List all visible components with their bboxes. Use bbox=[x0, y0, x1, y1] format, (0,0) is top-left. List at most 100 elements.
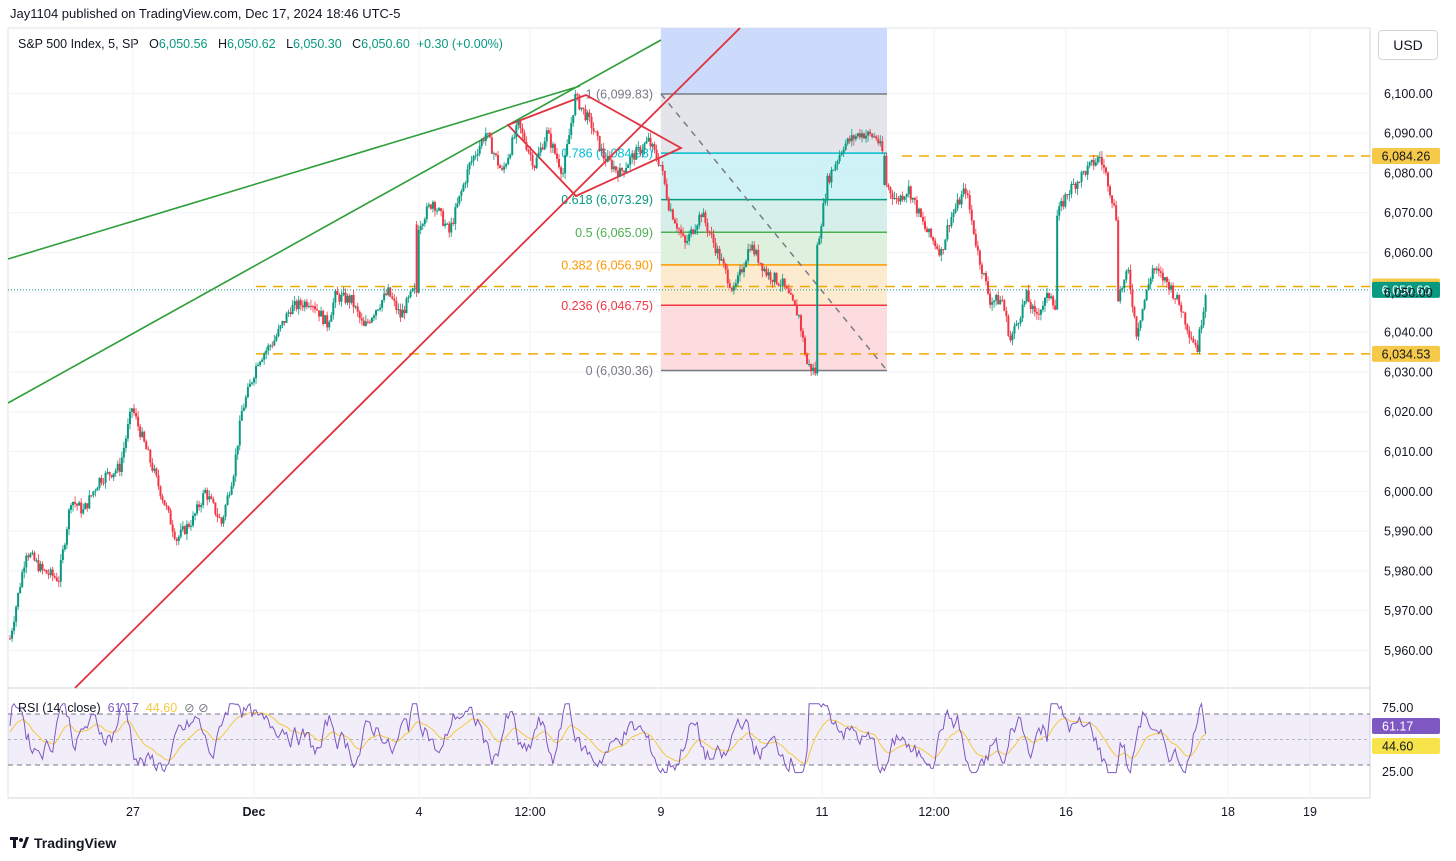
candle-body bbox=[643, 143, 646, 150]
candle-body bbox=[639, 146, 642, 154]
candle-body bbox=[257, 364, 260, 367]
candle-body bbox=[850, 135, 853, 142]
candle-body bbox=[497, 154, 499, 166]
price-tick-label: 5,980.00 bbox=[1384, 564, 1433, 578]
candle-body bbox=[938, 248, 941, 256]
candle-body bbox=[336, 290, 339, 295]
candle-body bbox=[462, 184, 465, 192]
candle-body bbox=[1155, 268, 1158, 271]
candle-body bbox=[486, 132, 489, 134]
candle-body bbox=[39, 563, 42, 571]
last-price-label-bg bbox=[1372, 281, 1440, 298]
candle-body bbox=[456, 203, 459, 208]
candle-body bbox=[533, 165, 536, 168]
candle-body bbox=[1031, 305, 1034, 309]
candle-body bbox=[1060, 200, 1063, 207]
candle-body bbox=[915, 200, 918, 214]
candle-body bbox=[891, 193, 894, 199]
candle-body bbox=[307, 305, 310, 307]
candle-body bbox=[1119, 289, 1122, 302]
candle-body bbox=[297, 300, 300, 310]
fib-level-label: 0.236 (6,046.75) bbox=[561, 299, 653, 313]
candle-body bbox=[198, 504, 201, 508]
candle-body bbox=[316, 309, 319, 311]
candle-body bbox=[153, 468, 156, 471]
candle-body bbox=[791, 294, 794, 301]
candle-body bbox=[606, 155, 609, 162]
brand-name: TradingView bbox=[34, 835, 117, 851]
visibility-off-icon[interactable]: ⊘ bbox=[184, 701, 195, 715]
candle-body bbox=[159, 486, 162, 497]
candle-body bbox=[301, 305, 304, 308]
red-trendline bbox=[74, 27, 741, 689]
candle-body bbox=[177, 536, 180, 541]
price-label-bg bbox=[1372, 278, 1440, 295]
candle-body bbox=[787, 288, 790, 294]
candle-body bbox=[665, 183, 668, 199]
candle-body bbox=[1200, 325, 1203, 330]
fib-level-label: 0.618 (6,073.29) bbox=[561, 193, 653, 207]
candle-body bbox=[275, 336, 278, 341]
change-value: +0.30 (+0.00%) bbox=[416, 37, 503, 51]
candle-body bbox=[242, 407, 245, 411]
candle-body bbox=[924, 221, 926, 229]
price-label-bg bbox=[1372, 345, 1440, 362]
rsi-label[interactable]: RSI (14, close) bbox=[18, 701, 101, 715]
candle-body bbox=[688, 234, 691, 241]
candle-body bbox=[539, 147, 542, 153]
time-tick-label: 18 bbox=[1221, 805, 1235, 819]
candle-body bbox=[204, 490, 207, 494]
candle-body bbox=[702, 212, 705, 218]
candle-body bbox=[446, 223, 449, 225]
candle-body bbox=[161, 496, 164, 501]
candle-body bbox=[968, 195, 971, 210]
candle-body bbox=[976, 245, 979, 251]
candle-body bbox=[1003, 300, 1006, 311]
candle-body bbox=[806, 354, 809, 365]
candle-body bbox=[27, 555, 30, 558]
candle-body bbox=[1176, 294, 1179, 300]
candle-body bbox=[936, 246, 939, 249]
candle-body bbox=[865, 135, 868, 139]
fib-extension-zone bbox=[661, 28, 887, 94]
candle-body bbox=[143, 431, 146, 442]
candle-body bbox=[588, 112, 591, 117]
candle-body bbox=[667, 198, 670, 211]
currency-button[interactable]: USD bbox=[1378, 30, 1438, 60]
horizontal-levels: 6,084.26 6,051.45 6,034.53 6,050.60 bbox=[8, 147, 1440, 362]
candle-body bbox=[590, 116, 593, 129]
candle-body bbox=[570, 122, 573, 136]
candle-body bbox=[320, 310, 323, 317]
candle-body bbox=[405, 298, 408, 314]
candle-body bbox=[293, 301, 296, 306]
candle-body bbox=[131, 408, 133, 412]
candle-body bbox=[86, 503, 89, 509]
visibility-off-icon[interactable]: ⊘ bbox=[198, 701, 209, 715]
fibonacci-retracement: 1 (6,099.83) 0.786 (6,084.98) 0.618 (6,073… bbox=[561, 28, 888, 378]
candle-body bbox=[438, 208, 441, 211]
candle-body bbox=[513, 137, 516, 139]
candle-body bbox=[210, 496, 213, 499]
candle-body bbox=[789, 293, 792, 295]
candle-body bbox=[952, 212, 955, 217]
candle-body bbox=[1127, 269, 1130, 272]
candle-body bbox=[108, 472, 111, 476]
candle-body bbox=[364, 321, 367, 326]
candle-body bbox=[415, 224, 418, 293]
candle-body bbox=[429, 204, 432, 209]
candle-body bbox=[94, 490, 97, 492]
candle-body bbox=[1143, 300, 1146, 309]
candle-body bbox=[671, 209, 674, 220]
candle-body bbox=[139, 426, 142, 437]
symbol-title[interactable]: S&P 500 Index, 5, SP bbox=[18, 37, 139, 51]
candle-body bbox=[1157, 268, 1160, 272]
candle-body bbox=[690, 229, 693, 235]
green-trendline-upper bbox=[7, 85, 581, 260]
candle-body bbox=[173, 531, 176, 539]
candle-body bbox=[354, 306, 357, 308]
candle-body bbox=[712, 234, 715, 243]
rsi-tick-label: 25.00 bbox=[1382, 765, 1413, 779]
candle-body bbox=[11, 630, 14, 639]
fib-level-label: 1 (6,099.83) bbox=[586, 88, 653, 102]
